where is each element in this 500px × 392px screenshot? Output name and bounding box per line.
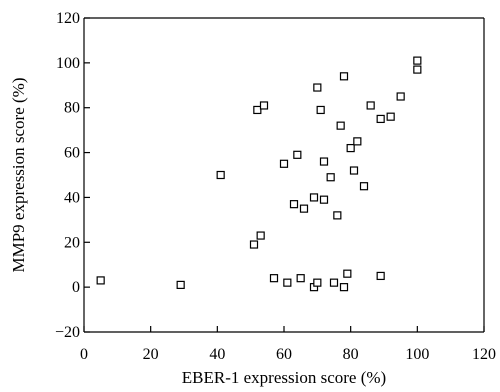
data-point — [313, 278, 322, 287]
data-point — [313, 83, 322, 92]
y-axis-title: MMP9 expression score (%) — [9, 78, 28, 273]
x-tick-label: 20 — [143, 346, 159, 363]
x-tick-label: 100 — [405, 346, 429, 363]
data-points — [96, 56, 422, 292]
data-point — [253, 105, 262, 115]
data-point — [333, 211, 342, 220]
data-point — [296, 274, 305, 283]
data-point — [329, 278, 339, 287]
y-tick-label: 60 — [64, 145, 80, 162]
data-point — [279, 159, 289, 168]
data-point — [339, 283, 349, 292]
data-point — [299, 204, 309, 213]
y-axis-ticks: −20 0 20 40 60 80 100 120 — [55, 10, 90, 341]
x-tick-label: 40 — [209, 346, 225, 363]
y-tick-label: 20 — [64, 234, 80, 251]
data-point — [316, 105, 325, 115]
data-point — [176, 280, 185, 289]
data-point — [349, 166, 359, 175]
x-axis-title: EBER-1 expression score (%) — [182, 368, 386, 387]
data-point — [256, 231, 265, 240]
data-point — [336, 121, 345, 130]
x-tick-label: 80 — [343, 346, 359, 363]
data-point — [413, 56, 422, 65]
y-tick-label: 0 — [72, 279, 80, 296]
data-point — [346, 143, 355, 153]
data-point — [319, 157, 329, 166]
data-point — [413, 65, 422, 74]
data-point — [309, 193, 319, 202]
data-point — [289, 200, 299, 209]
data-point — [359, 182, 369, 191]
data-point — [283, 278, 292, 287]
data-point — [396, 92, 405, 101]
data-point — [353, 137, 362, 146]
x-tick-label: 120 — [472, 346, 496, 363]
data-point — [386, 112, 395, 121]
y-tick-label: 120 — [56, 10, 80, 27]
data-point — [326, 173, 335, 182]
data-point — [343, 269, 352, 278]
data-point — [319, 195, 329, 204]
data-point — [376, 114, 385, 124]
data-point — [216, 170, 225, 180]
data-point — [293, 150, 302, 159]
data-point — [249, 240, 259, 249]
data-point — [259, 101, 269, 110]
data-point — [366, 101, 375, 110]
y-tick-label: 40 — [64, 189, 80, 206]
y-tick-label: −20 — [55, 324, 80, 341]
data-point — [339, 72, 349, 81]
y-tick-label: 100 — [56, 55, 80, 72]
x-tick-label: 60 — [276, 346, 292, 363]
y-tick-label: 80 — [64, 100, 80, 117]
x-axis-ticks: 0 20 40 60 80 100 120 — [80, 326, 496, 363]
data-point — [376, 271, 385, 281]
data-point — [96, 276, 105, 285]
data-point — [269, 274, 279, 283]
x-tick-label: 0 — [80, 346, 88, 363]
